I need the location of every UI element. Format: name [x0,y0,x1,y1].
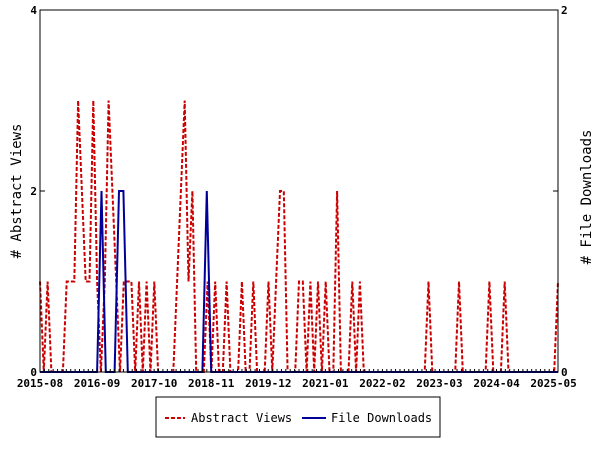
x-tick-label: 2018-11 [188,377,235,390]
y-tick-label-right: 2 [561,4,568,17]
x-tick-label: 2022-02 [359,377,405,390]
x-tick-label: 2015-08 [17,377,63,390]
y-tick-label-right: 0 [561,366,568,379]
x-tick-label: 2016-09 [74,377,120,390]
legend: Abstract Views File Downloads [155,396,441,438]
y-axis-left: 0 2 4 [30,4,45,379]
y-tick-label-left: 4 [30,4,37,17]
y-axis-right: 02 [553,4,568,379]
legend-label-abstract-views: Abstract Views [191,411,292,425]
x-tick-label: 2023-03 [416,377,462,390]
legend-box [155,396,441,438]
y-tick-label-left: 2 [30,185,37,198]
x-tick-label: 2019-12 [245,377,291,390]
x-axis: 2015-08 2016-09 2017-10 2018-11 2019-12 2021-… [17,369,577,390]
legend-label-file-downloads: File Downloads [331,411,432,425]
x-tick-label: 2017-10 [131,377,177,390]
y-axis-left-title: # Abstract Views [9,124,25,259]
x-tick-label: 2024-04 [473,377,520,390]
x-tick-label: 2021-01 [302,377,349,390]
y-tick-label-left: 0 [30,366,37,379]
x-tick-label: 2025-05 [530,377,576,390]
y-axis-right-title: # File Downloads [579,130,595,265]
